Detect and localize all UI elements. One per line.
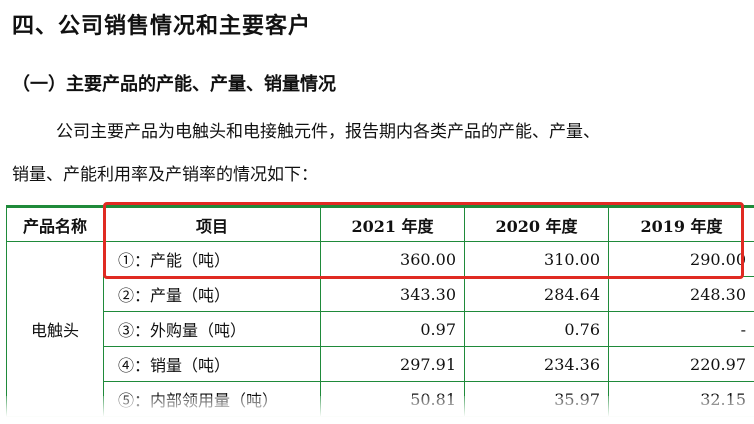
value-2019: 248.30	[608, 276, 754, 312]
value-2019: -	[608, 311, 754, 347]
value-2020: 310.00	[464, 241, 609, 277]
value-2021: 0.97	[320, 311, 465, 347]
header-2019: 2019 年度	[608, 206, 754, 242]
table-row: ②：产量（吨） 343.30 284.64 248.30	[7, 276, 754, 312]
row-item: ④：销量（吨）	[103, 346, 321, 382]
table-row: ④：销量（吨） 297.91 234.36 220.97	[7, 346, 754, 382]
row-item: ②：产量（吨）	[103, 276, 321, 312]
table-row: ③：外购量（吨） 0.97 0.76 -	[7, 311, 754, 347]
header-2020: 2020 年度	[464, 206, 609, 242]
capacity-table: 产品名称 项目 2021 年度 2020 年度 2019 年度 电触头 ①：产能…	[6, 205, 754, 417]
subsection-title: （一）主要产品的产能、产量、销量情况	[12, 74, 336, 95]
paragraph-line-2: 销量、产能利用率及产销率的情况如下：	[12, 165, 318, 185]
header-product-name: 产品名称	[6, 206, 104, 242]
paragraph-line-1: 公司主要产品为电触头和电接触元件，报告期内各类产品的产能、产量、	[56, 122, 600, 142]
value-2020: 234.36	[464, 346, 609, 382]
value-2021: 360.00	[320, 241, 465, 277]
value-2019: 290.00	[608, 241, 754, 277]
bottom-fade	[0, 396, 754, 424]
value-2021: 343.30	[320, 276, 465, 312]
value-2019: 220.97	[608, 346, 754, 382]
value-2020: 284.64	[464, 276, 609, 312]
product-name-cell: 电触头	[6, 241, 104, 417]
header-2021: 2021 年度	[320, 206, 465, 242]
section-title: 四、公司销售情况和主要客户	[12, 14, 312, 39]
header-item: 项目	[103, 206, 321, 242]
row-item: ①：产能（吨）	[103, 241, 321, 277]
table-header-row: 产品名称 项目 2021 年度 2020 年度 2019 年度	[6, 206, 754, 242]
row-item: ③：外购量（吨）	[103, 311, 321, 347]
value-2021: 297.91	[320, 346, 465, 382]
table-row: 电触头 ①：产能（吨） 360.00 310.00 290.00	[6, 241, 754, 417]
value-2020: 0.76	[464, 311, 609, 347]
